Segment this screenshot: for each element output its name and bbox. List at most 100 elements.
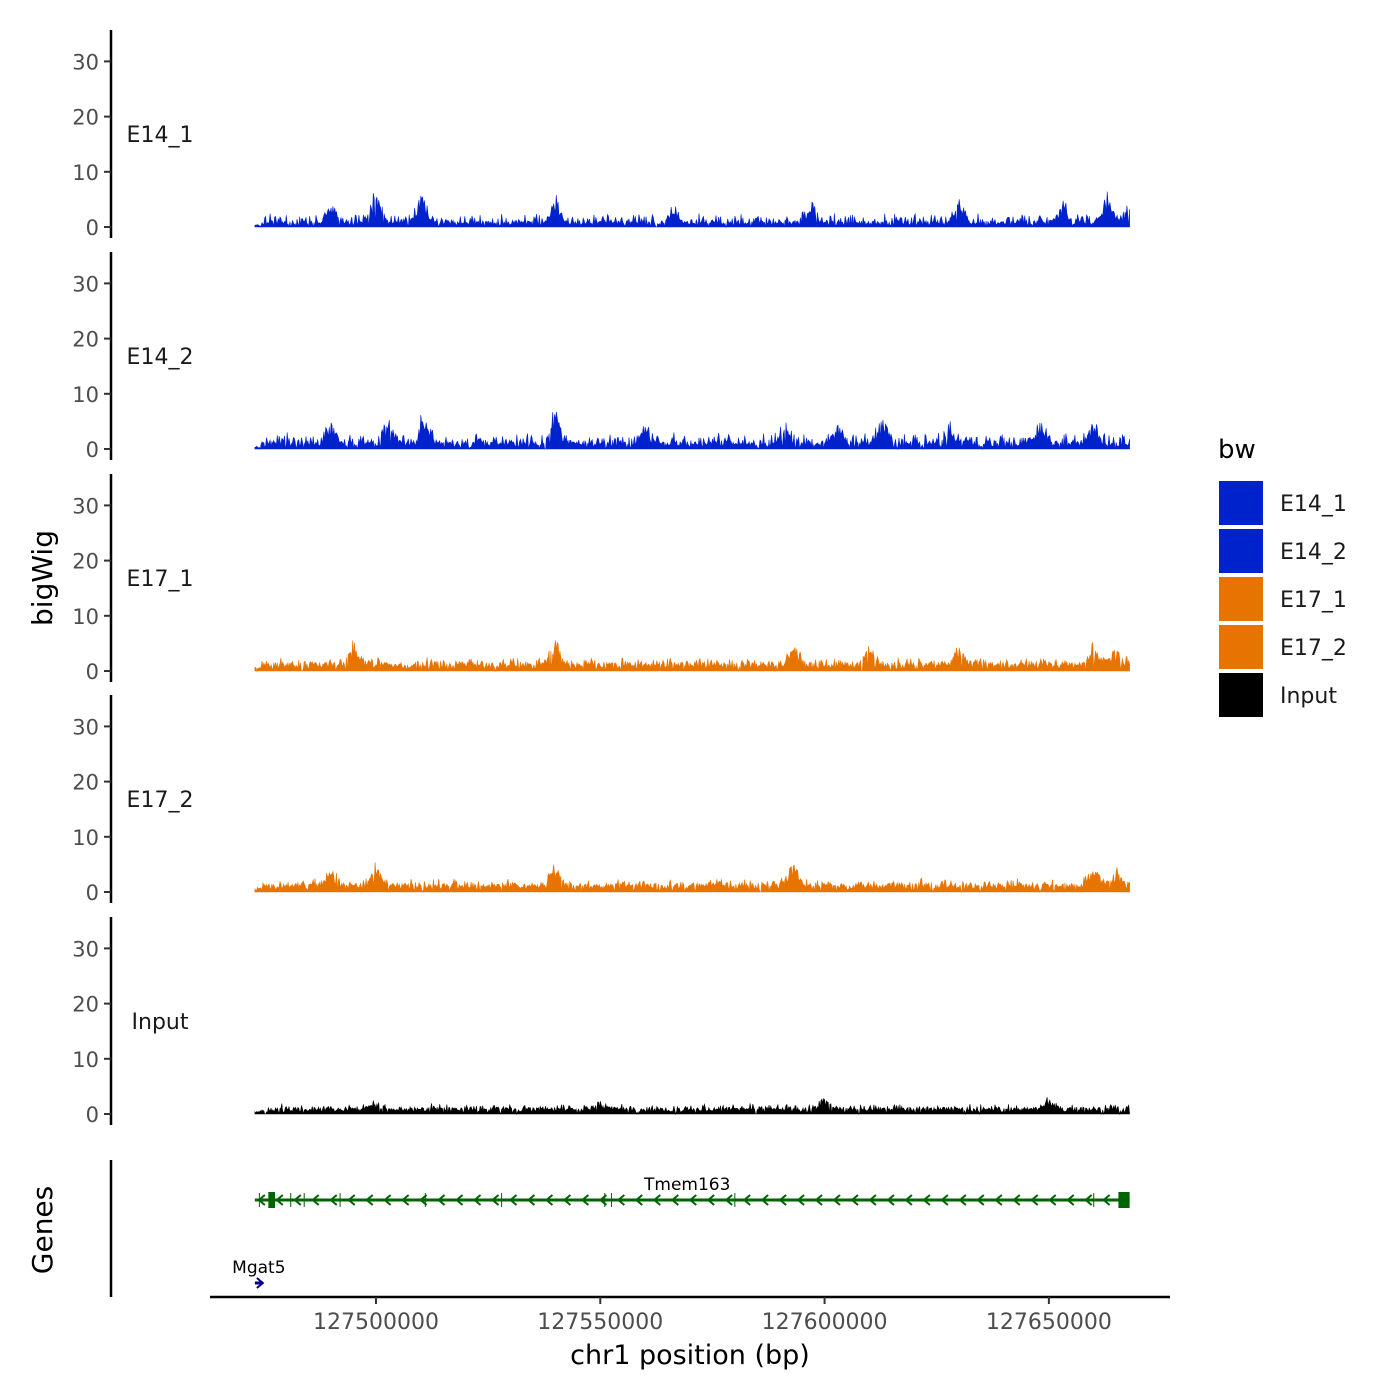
strand-arrow bbox=[1048, 1194, 1057, 1206]
strand-arrow bbox=[562, 1194, 572, 1206]
strand-arrow bbox=[814, 1194, 823, 1206]
gene-Tmem163: Tmem163 bbox=[254, 1175, 1130, 1208]
strand-arrow bbox=[256, 1277, 265, 1289]
strand-arrow bbox=[976, 1194, 985, 1206]
track-label: E17_2 bbox=[127, 788, 194, 813]
legend-swatch-E17_1 bbox=[1217, 575, 1265, 623]
strand-arrow bbox=[922, 1194, 931, 1206]
strand-arrow bbox=[724, 1194, 733, 1206]
legend-label-Input: Input bbox=[1280, 684, 1337, 709]
y-tick-label: 30 bbox=[72, 937, 99, 961]
legend-label-E14_2: E14_2 bbox=[1280, 540, 1347, 565]
strand-arrow bbox=[347, 1194, 356, 1206]
y-tick-label: 20 bbox=[72, 993, 99, 1017]
track-E14_1: 0 10 20 30 E14_1 bbox=[72, 30, 1130, 240]
y-tick-label: 10 bbox=[72, 1048, 99, 1072]
gene-exon bbox=[1118, 1192, 1130, 1208]
track-label: Input bbox=[132, 1010, 189, 1035]
strand-arrow bbox=[437, 1194, 446, 1206]
legend-swatch-Input bbox=[1217, 671, 1265, 719]
strand-arrow bbox=[1012, 1194, 1021, 1206]
y-tick-label: 30 bbox=[72, 494, 99, 518]
legend-swatch-E14_1 bbox=[1217, 479, 1265, 527]
y-tick-label: 10 bbox=[72, 605, 99, 629]
gene-exon bbox=[268, 1192, 276, 1208]
track-label: E14_1 bbox=[127, 123, 194, 148]
strand-arrow bbox=[1066, 1194, 1075, 1206]
strand-arrow bbox=[490, 1194, 500, 1206]
y-tick-label: 10 bbox=[72, 826, 99, 850]
strand-arrow bbox=[706, 1194, 715, 1206]
legend-swatch-E17_2 bbox=[1217, 623, 1265, 671]
y-tick-label: 20 bbox=[72, 771, 99, 795]
legend-label-E14_1: E14_1 bbox=[1280, 492, 1347, 517]
track-label: E17_1 bbox=[127, 567, 194, 592]
strand-arrow bbox=[760, 1194, 769, 1206]
strand-arrow bbox=[311, 1194, 320, 1206]
signal-area-E14_1 bbox=[254, 191, 1130, 229]
track-label: E14_2 bbox=[127, 345, 194, 370]
x-axis-title: chr1 position (bp) bbox=[570, 1340, 810, 1371]
strand-arrow bbox=[383, 1194, 392, 1206]
strand-arrow bbox=[257, 1194, 266, 1206]
genes-panel: Tmem163 Mgat5 bbox=[109, 1160, 1130, 1297]
y-tick-label: 0 bbox=[86, 881, 99, 905]
strand-arrow bbox=[994, 1194, 1003, 1206]
strand-arrow bbox=[904, 1194, 913, 1206]
track-Input: 0 10 20 30 Input bbox=[72, 917, 1130, 1127]
strand-arrow bbox=[419, 1194, 428, 1206]
strand-arrow bbox=[275, 1194, 284, 1206]
strand-arrow bbox=[652, 1194, 661, 1206]
signal-area-E17_2 bbox=[254, 862, 1130, 894]
strand-arrow bbox=[1120, 1194, 1129, 1206]
y-axis-title: bigWig bbox=[26, 530, 59, 626]
y-tick-label: 0 bbox=[86, 216, 99, 240]
strand-arrow bbox=[778, 1194, 787, 1206]
legend-swatch-E14_2 bbox=[1217, 527, 1265, 575]
legend: bw E14_1 E14_2 E17_1 E17_2 Input bbox=[1217, 435, 1347, 719]
strand-arrow bbox=[940, 1194, 949, 1206]
strand-arrow bbox=[1102, 1194, 1111, 1206]
strand-arrow bbox=[868, 1194, 877, 1206]
strand-arrow bbox=[544, 1194, 554, 1206]
y-tick-label: 0 bbox=[86, 660, 99, 684]
strand-arrow bbox=[1084, 1194, 1093, 1206]
x-tick-label: 127500000 bbox=[313, 1310, 439, 1335]
strand-arrow bbox=[850, 1194, 859, 1206]
legend-title: bw bbox=[1218, 435, 1256, 465]
signal-tracks: 0 10 20 30 E14_1 0 10 20 30 E14_2 0 10 20 30 E17_1 0 10 2… bbox=[72, 30, 1130, 1127]
strand-arrow bbox=[634, 1194, 643, 1206]
strand-arrow bbox=[455, 1194, 464, 1206]
legend-label-E17_1: E17_1 bbox=[1280, 588, 1347, 613]
signal-area-E14_2 bbox=[254, 411, 1130, 451]
strand-arrow bbox=[365, 1194, 374, 1206]
track-E17_2: 0 10 20 30 E17_2 bbox=[72, 695, 1130, 905]
strand-arrow bbox=[329, 1194, 338, 1206]
strand-arrow bbox=[958, 1194, 967, 1206]
strand-arrow bbox=[526, 1194, 536, 1206]
signal-area-Input bbox=[254, 1097, 1130, 1116]
x-tick-label: 127600000 bbox=[762, 1310, 888, 1335]
strand-arrow bbox=[616, 1194, 625, 1206]
strand-arrow bbox=[293, 1194, 302, 1206]
y-tick-label: 0 bbox=[86, 438, 99, 462]
y-tick-label: 20 bbox=[72, 328, 99, 352]
signal-area-E17_1 bbox=[254, 640, 1130, 673]
gene-label: Mgat5 bbox=[232, 1258, 285, 1278]
strand-arrow bbox=[796, 1194, 805, 1206]
strand-arrow bbox=[508, 1194, 518, 1206]
strand-arrow bbox=[472, 1194, 482, 1206]
track-E17_1: 0 10 20 30 E17_1 bbox=[72, 474, 1130, 684]
strand-arrow bbox=[401, 1194, 410, 1206]
strand-arrow bbox=[580, 1194, 590, 1206]
strand-arrow bbox=[670, 1194, 679, 1206]
y-tick-label: 30 bbox=[72, 50, 99, 74]
strand-arrow bbox=[598, 1194, 608, 1206]
y-tick-label: 20 bbox=[72, 106, 99, 130]
genes-axis-title: Genes bbox=[26, 1186, 59, 1274]
y-tick-label: 10 bbox=[72, 161, 99, 185]
y-tick-label: 10 bbox=[72, 383, 99, 407]
gene-Mgat5: Mgat5 bbox=[232, 1258, 286, 1289]
x-tick-label: 127650000 bbox=[986, 1310, 1112, 1335]
